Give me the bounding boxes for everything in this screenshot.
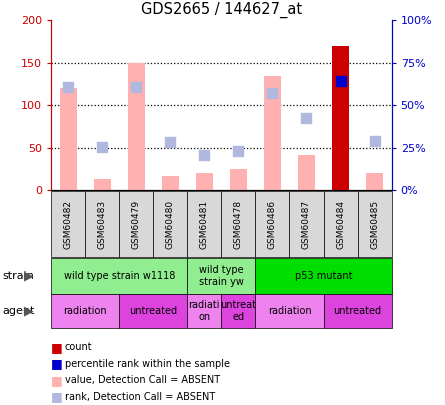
Text: strain: strain xyxy=(2,271,34,281)
Text: ■: ■ xyxy=(51,341,63,354)
Point xyxy=(133,83,140,90)
Text: GSM60486: GSM60486 xyxy=(268,200,277,249)
Text: wild type
strain yw: wild type strain yw xyxy=(199,265,244,287)
Text: GSM60479: GSM60479 xyxy=(132,200,141,249)
Text: GSM60484: GSM60484 xyxy=(336,200,345,249)
Bar xyxy=(298,155,315,190)
Text: ▶: ▶ xyxy=(24,305,34,318)
Point xyxy=(167,139,174,145)
Point xyxy=(337,78,344,85)
Text: count: count xyxy=(65,342,92,352)
Bar xyxy=(162,176,179,190)
Point xyxy=(201,151,208,158)
Point xyxy=(235,148,242,154)
Text: GSM60478: GSM60478 xyxy=(234,200,243,249)
Text: GSM60487: GSM60487 xyxy=(302,200,311,249)
Point xyxy=(371,138,378,144)
Text: ■: ■ xyxy=(51,374,63,387)
Point xyxy=(269,90,276,96)
Text: GSM60482: GSM60482 xyxy=(64,200,73,249)
Text: radiati
on: radiati on xyxy=(189,301,220,322)
Text: GSM60480: GSM60480 xyxy=(166,200,175,249)
Text: rank, Detection Call = ABSENT: rank, Detection Call = ABSENT xyxy=(65,392,215,402)
Text: untreat
ed: untreat ed xyxy=(220,301,256,322)
Text: agent: agent xyxy=(2,306,35,316)
Bar xyxy=(60,88,77,190)
Text: percentile rank within the sample: percentile rank within the sample xyxy=(65,359,230,369)
Text: untreated: untreated xyxy=(129,306,178,316)
Bar xyxy=(94,179,111,190)
Bar xyxy=(196,173,213,190)
Text: wild type strain w1118: wild type strain w1118 xyxy=(64,271,175,281)
Text: ▶: ▶ xyxy=(24,269,34,282)
Text: GSM60483: GSM60483 xyxy=(98,200,107,249)
Text: GSM60481: GSM60481 xyxy=(200,200,209,249)
Text: p53 mutant: p53 mutant xyxy=(295,271,352,281)
Text: radiation: radiation xyxy=(267,306,312,316)
Text: ■: ■ xyxy=(51,357,63,370)
Bar xyxy=(230,169,247,190)
Bar xyxy=(264,75,281,190)
Bar xyxy=(366,173,383,190)
Point xyxy=(303,115,310,122)
Text: radiation: radiation xyxy=(63,306,107,316)
Point xyxy=(65,83,72,90)
Text: GSM60485: GSM60485 xyxy=(370,200,379,249)
Text: value, Detection Call = ABSENT: value, Detection Call = ABSENT xyxy=(65,375,220,385)
Title: GDS2665 / 144627_at: GDS2665 / 144627_at xyxy=(141,1,302,17)
Text: ■: ■ xyxy=(51,390,63,403)
Text: untreated: untreated xyxy=(333,306,382,316)
Bar xyxy=(332,46,349,190)
Point xyxy=(99,144,106,150)
Bar xyxy=(128,63,145,190)
